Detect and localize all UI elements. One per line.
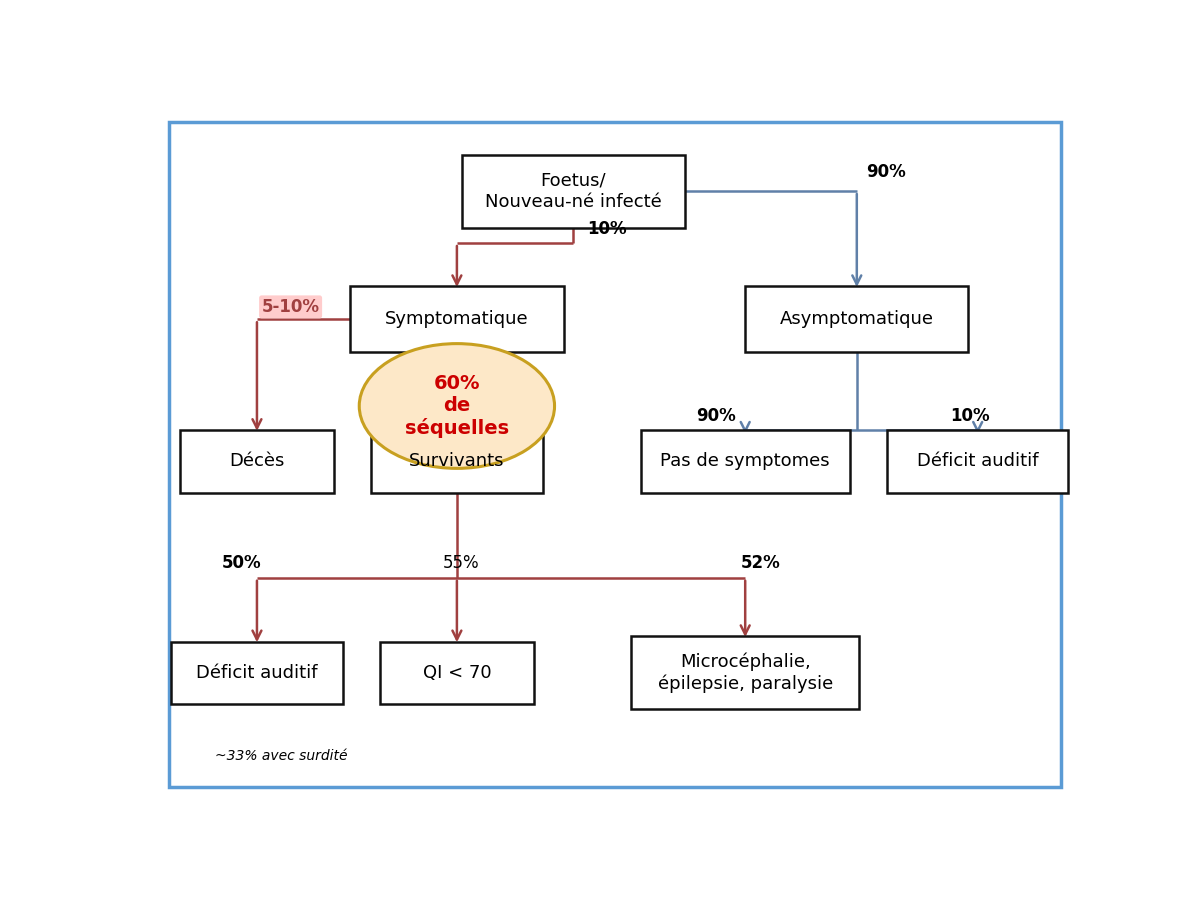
Text: 5-10%: 5-10% bbox=[262, 298, 319, 316]
FancyBboxPatch shape bbox=[631, 636, 859, 709]
FancyBboxPatch shape bbox=[641, 430, 850, 492]
Text: 10%: 10% bbox=[587, 220, 626, 238]
Text: Microcéphalie,
épilepsie, paralysie: Microcéphalie, épilepsie, paralysie bbox=[658, 652, 833, 693]
Text: 60%
de
séquelles: 60% de séquelles bbox=[404, 374, 509, 438]
Text: Déficit auditif: Déficit auditif bbox=[917, 453, 1038, 471]
Ellipse shape bbox=[359, 344, 554, 468]
Text: 90%: 90% bbox=[866, 163, 906, 181]
Text: Symptomatique: Symptomatique bbox=[385, 310, 529, 328]
FancyBboxPatch shape bbox=[350, 286, 564, 352]
Text: 90%: 90% bbox=[696, 407, 736, 425]
Text: Pas de symptomes: Pas de symptomes bbox=[660, 453, 830, 471]
Text: Décès: Décès bbox=[229, 453, 284, 471]
Text: QI < 70: QI < 70 bbox=[422, 664, 491, 682]
Text: Déficit auditif: Déficit auditif bbox=[197, 664, 318, 682]
Text: Foetus/
Nouveau-né infecté: Foetus/ Nouveau-né infecté bbox=[485, 172, 661, 211]
Text: ~33% avec surdité: ~33% avec surdité bbox=[215, 749, 348, 763]
FancyBboxPatch shape bbox=[170, 642, 343, 704]
Text: Survivants: Survivants bbox=[409, 453, 505, 471]
FancyBboxPatch shape bbox=[380, 642, 534, 704]
FancyBboxPatch shape bbox=[371, 430, 542, 492]
Text: 10%: 10% bbox=[950, 407, 990, 425]
FancyBboxPatch shape bbox=[462, 155, 685, 228]
Text: 52%: 52% bbox=[740, 554, 780, 572]
Text: Asymptomatique: Asymptomatique bbox=[780, 310, 934, 328]
FancyBboxPatch shape bbox=[745, 286, 968, 352]
FancyBboxPatch shape bbox=[887, 430, 1068, 492]
Text: 50%: 50% bbox=[222, 554, 262, 572]
Text: 55%: 55% bbox=[443, 554, 480, 572]
FancyBboxPatch shape bbox=[180, 430, 334, 492]
